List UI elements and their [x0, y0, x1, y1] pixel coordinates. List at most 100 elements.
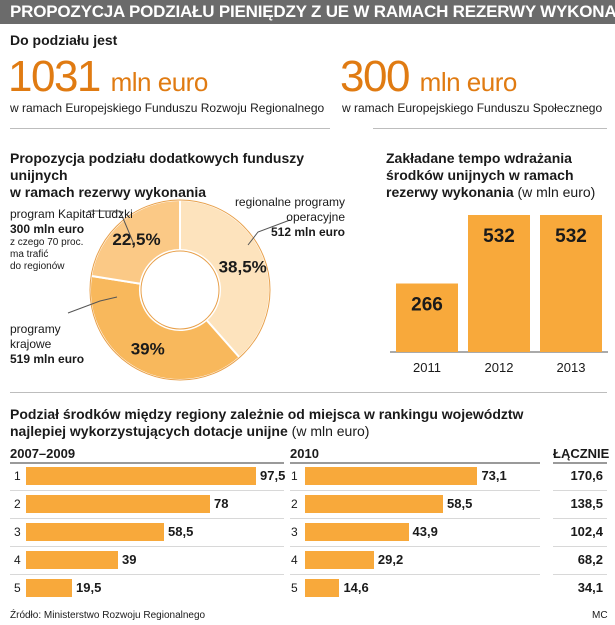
- row-separator: [10, 490, 284, 491]
- leader-lines: [67, 210, 291, 314]
- tempo-title-line1: Zakładane tempo wdrażania: [386, 150, 572, 166]
- tempo-bar-2011: [396, 283, 458, 352]
- bar-2007-2009: [26, 495, 210, 513]
- label-krajowe-amount: 519 mln euro: [10, 352, 85, 366]
- bar-2010: [305, 467, 478, 485]
- bar-2007-2009: [26, 551, 118, 569]
- row-separator: [553, 490, 607, 491]
- value-2007-2009: 97,5: [260, 468, 286, 483]
- leader-line-regionalne: [247, 219, 291, 246]
- tempo-tick-2011: 2011: [413, 360, 441, 375]
- label-kapital-note3: do regionów: [10, 261, 65, 272]
- label-regionalne-name2: operacyjne: [286, 210, 345, 224]
- source-note: Źródło: Ministerstwo Rozwoju Regionalneg…: [10, 610, 206, 621]
- value-2010: 29,2: [377, 552, 404, 567]
- label-regionalne-name1: regionalne programy: [234, 195, 345, 209]
- value-2007-2009: 19,5: [76, 580, 102, 595]
- row-separator: [553, 574, 607, 575]
- value-2010: 73,1: [481, 468, 507, 483]
- label-krajowe: programy krajowe 519 mln euro: [10, 322, 84, 367]
- col-header-total: ŁĄCZNIE: [553, 446, 610, 461]
- leader-line-krajowe: [67, 296, 118, 314]
- value-2010: 43,9: [412, 524, 438, 539]
- fund2-amount: 300: [340, 52, 410, 101]
- regions-title-line1: Podział środków między regiony zależnie …: [10, 406, 524, 422]
- leader-line-kapital: [88, 210, 134, 243]
- label-kapital: program Kapitał Ludzki 300 mln euro z cz…: [10, 207, 133, 273]
- fund2-desc: w ramach Europejskiego Funduszu Społeczn…: [342, 101, 603, 115]
- header-bar: [0, 0, 615, 24]
- rank-label: 5: [291, 581, 298, 595]
- bar-2007-2009: [26, 579, 72, 597]
- rank-label: 3: [14, 525, 21, 539]
- label-kapital-name: program Kapitał Ludzki: [10, 207, 133, 221]
- rank-label: 1: [14, 469, 21, 483]
- row-separator: [553, 546, 607, 547]
- divider: [373, 128, 607, 129]
- bar-2010: [305, 495, 443, 513]
- label-kapital-note2: ma trafić: [10, 249, 49, 260]
- author-note: MC: [592, 610, 608, 621]
- donut-label-krajowe: 39%: [131, 340, 165, 359]
- bar-2010: [305, 523, 409, 541]
- value-total: 138,5: [570, 496, 603, 511]
- col-underline: [10, 462, 284, 464]
- donut-title-line2: w ramach rezerwy wykonania: [10, 184, 207, 200]
- donut-title-line1: Propozycja podziału dodatkowych funduszy…: [10, 150, 305, 183]
- value-total: 102,4: [570, 524, 603, 539]
- value-2007-2009: 78: [214, 496, 229, 511]
- label-krajowe-name1: programy: [10, 322, 61, 336]
- regions-title: Podział środków między regiony zależnie …: [10, 406, 610, 440]
- value-2010: 58,5: [447, 496, 473, 511]
- row-separator: [290, 490, 540, 491]
- fund1-amount: 1031: [8, 52, 101, 101]
- bar-2010: [305, 579, 340, 597]
- donut-label-kapital: 22,5%: [112, 230, 160, 249]
- rank-label: 4: [291, 553, 298, 567]
- donut-chart: 38,5% 39% 22,5%: [67, 198, 291, 381]
- tempo-bar-2013: [540, 215, 602, 352]
- value-total: 34,1: [577, 580, 603, 595]
- row-separator: [10, 518, 284, 519]
- value-2007-2009: 39: [122, 552, 137, 567]
- bar-2007-2009: [26, 467, 256, 485]
- tempo-title-line3: rezerwy wykonania: [386, 184, 514, 200]
- row-separator: [290, 546, 540, 547]
- donut-label-regionalne: 38,5%: [219, 257, 267, 276]
- value-2010: 14,6: [343, 580, 369, 595]
- label-regionalne: regionalne programy operacyjne 512 mln e…: [225, 195, 345, 240]
- regions-title-unit: (w mln euro): [291, 423, 370, 439]
- donut-title: Propozycja podziału dodatkowych funduszy…: [10, 150, 360, 201]
- regions-title-line2: najlepiej wykorzystujących dotacje unijn…: [10, 423, 288, 439]
- rank-label: 2: [14, 497, 21, 511]
- rank-label: 2: [291, 497, 298, 511]
- intro-label: Do podziału jest: [10, 32, 118, 48]
- row-separator: [290, 518, 540, 519]
- rank-label: 5: [14, 581, 21, 595]
- tempo-title-line2: środków unijnych w ramach: [386, 167, 574, 183]
- tempo-bar-2012: [468, 215, 530, 352]
- fund1-unit: mln euro: [110, 67, 209, 97]
- row-separator: [10, 546, 284, 547]
- tempo-tick-2012: 2012: [485, 360, 514, 375]
- col-underline: [290, 462, 540, 464]
- fund2-unit: mln euro: [419, 67, 518, 97]
- value-total: 68,2: [577, 552, 603, 567]
- divider: [10, 392, 607, 393]
- label-regionalne-amount: 512 mln euro: [270, 225, 345, 239]
- tempo-value-2011: 266: [411, 295, 443, 316]
- tempo-bar-chart: 266 2011 532 2012 532 2013: [390, 215, 608, 375]
- fund1-desc: w ramach Europejskiego Funduszu Rozwoju …: [10, 101, 325, 115]
- divider: [10, 128, 330, 129]
- label-kapital-note1: z czego 70 proc.: [10, 237, 84, 248]
- row-separator: [10, 574, 284, 575]
- rank-label: 3: [291, 525, 298, 539]
- tempo-title-unit: (w mln euro): [517, 184, 596, 200]
- col-underline: [553, 462, 607, 464]
- bar-2010: [305, 551, 374, 569]
- tempo-tick-2013: 2013: [557, 360, 586, 375]
- fund1-amount-block: 1031 mln euro: [8, 55, 208, 104]
- fund2-amount-block: 300 mln euro: [340, 55, 517, 104]
- tempo-title: Zakładane tempo wdrażania środków unijny…: [386, 150, 611, 201]
- tempo-value-2012: 532: [483, 226, 515, 247]
